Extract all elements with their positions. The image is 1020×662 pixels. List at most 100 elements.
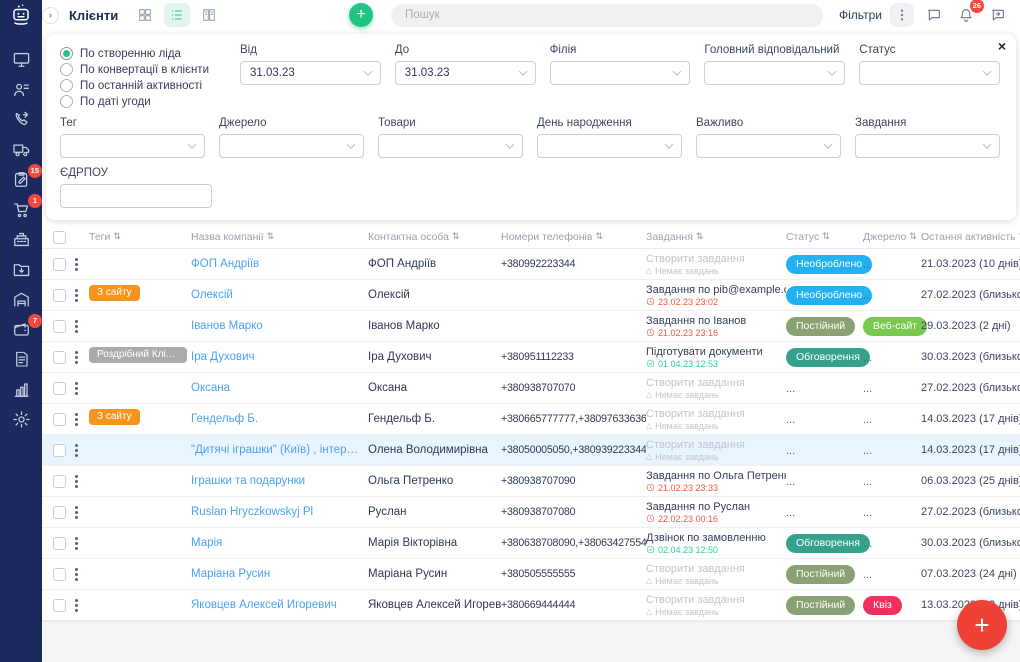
collapse-sidebar-button[interactable]: › bbox=[42, 6, 59, 24]
sidebar-item-documents[interactable] bbox=[8, 350, 34, 369]
company-link[interactable]: Олексій bbox=[191, 289, 233, 301]
row-checkbox[interactable] bbox=[53, 505, 66, 519]
sidebar-item-tasks-clipboard[interactable]: 15 bbox=[8, 164, 42, 189]
row-menu-button[interactable] bbox=[69, 319, 83, 333]
source-empty[interactable]: ... bbox=[863, 476, 873, 488]
row-menu-button[interactable] bbox=[69, 536, 83, 550]
sidebar-item-warehouse[interactable] bbox=[8, 290, 34, 309]
task-title[interactable]: Створити завдання bbox=[646, 593, 745, 606]
company-link[interactable]: Марія bbox=[191, 537, 223, 549]
company-link[interactable]: Іванов Марко bbox=[191, 320, 263, 332]
source-empty[interactable]: ... bbox=[863, 507, 873, 519]
row-menu-button[interactable] bbox=[69, 598, 83, 612]
topbar-chat-button[interactable] bbox=[922, 3, 946, 27]
sidebar-item-cash-register[interactable] bbox=[8, 230, 34, 249]
task-title[interactable]: Створити завдання bbox=[646, 252, 745, 265]
filter-select[interactable] bbox=[60, 134, 205, 158]
filters-toggle[interactable]: Фільтри bbox=[839, 8, 882, 22]
column-header-3[interactable]: Номери телефонів ⇅ bbox=[501, 231, 646, 243]
sidebar-item-wallet[interactable]: 7 bbox=[8, 314, 42, 339]
status-badge[interactable]: Постійний bbox=[786, 595, 856, 615]
sidebar-item-truck[interactable] bbox=[8, 140, 34, 159]
row-checkbox[interactable] bbox=[53, 598, 66, 612]
source-badge[interactable]: Квіз bbox=[863, 595, 902, 615]
source-empty[interactable]: ... bbox=[863, 445, 873, 457]
filter-select[interactable] bbox=[696, 134, 841, 158]
company-link[interactable]: Яковцев Алексей Игоревич bbox=[191, 599, 337, 611]
task-title[interactable]: Завдання по Ольга Петренко bbox=[646, 469, 786, 482]
status-badge[interactable]: Необроблено bbox=[786, 285, 873, 305]
task-title[interactable]: Завдання по pib@example.com bbox=[646, 283, 786, 296]
row-checkbox[interactable] bbox=[53, 567, 66, 581]
fab-add-button[interactable]: + bbox=[957, 600, 1007, 650]
source-empty[interactable]: ... bbox=[863, 352, 873, 364]
company-link[interactable]: Маріана Русин bbox=[191, 568, 271, 580]
filter-select[interactable] bbox=[378, 134, 523, 158]
filter-select[interactable] bbox=[537, 134, 682, 158]
view-toggle-list-view[interactable] bbox=[164, 3, 191, 27]
status-empty[interactable]: ... bbox=[786, 476, 796, 488]
source-empty[interactable]: ... bbox=[863, 259, 873, 271]
company-link[interactable]: Ruslan Hryczkowskyj Pl bbox=[191, 506, 314, 518]
row-menu-button[interactable] bbox=[69, 505, 83, 519]
topbar-bell-button[interactable]: 26 bbox=[954, 0, 984, 27]
company-link[interactable]: "Дитячі іграшки" (Київ) , інтернет ма... bbox=[191, 444, 368, 456]
sidebar-item-cart[interactable]: 1 bbox=[8, 194, 42, 219]
row-menu-button[interactable] bbox=[69, 350, 83, 364]
column-header-4[interactable]: Завдання ⇅ bbox=[646, 231, 786, 243]
company-link[interactable]: Гендельф Б. bbox=[191, 413, 259, 425]
row-checkbox[interactable] bbox=[53, 381, 66, 395]
company-link[interactable]: Іграшки та подарунки bbox=[191, 475, 306, 487]
column-header-5[interactable]: Статус ⇅ bbox=[786, 231, 863, 243]
source-empty[interactable]: ... bbox=[863, 538, 873, 550]
view-toggle-grid-view[interactable] bbox=[132, 3, 158, 27]
status-badge[interactable]: Необроблено bbox=[786, 254, 873, 274]
row-checkbox[interactable] bbox=[53, 443, 66, 457]
column-header-0[interactable]: Теги ⇅ bbox=[89, 231, 191, 243]
close-filters-button[interactable]: × bbox=[997, 38, 1006, 54]
sidebar-item-monitor[interactable] bbox=[8, 50, 34, 69]
row-checkbox[interactable] bbox=[53, 474, 66, 488]
filter-select[interactable]: 31.03.23 bbox=[394, 61, 536, 85]
status-empty[interactable]: ... bbox=[786, 414, 796, 426]
radio-option-1[interactable]: По конвертації в клієнти bbox=[60, 63, 226, 76]
search-input[interactable] bbox=[391, 3, 824, 27]
source-badge[interactable]: Веб-сайт bbox=[863, 316, 927, 336]
task-title[interactable]: Завдання по Руслан bbox=[646, 500, 751, 513]
source-empty[interactable]: ... bbox=[863, 383, 873, 395]
row-checkbox[interactable] bbox=[53, 412, 66, 426]
status-badge[interactable]: Обговорення bbox=[786, 347, 870, 367]
filter-select[interactable] bbox=[859, 61, 1000, 85]
filter-text-input[interactable] bbox=[60, 184, 212, 208]
task-title[interactable]: Підготувати документи bbox=[646, 345, 763, 358]
row-checkbox[interactable] bbox=[53, 350, 66, 364]
row-checkbox[interactable] bbox=[53, 536, 66, 550]
sidebar-item-folder-import[interactable] bbox=[8, 260, 34, 279]
task-title[interactable]: Створити завдання bbox=[646, 407, 745, 420]
company-link[interactable]: ФОП Андріїв bbox=[191, 258, 260, 270]
filter-select[interactable] bbox=[549, 61, 691, 85]
row-menu-button[interactable] bbox=[69, 381, 83, 395]
row-menu-button[interactable] bbox=[69, 412, 83, 426]
filter-select[interactable]: 31.03.23 bbox=[240, 61, 381, 85]
view-toggle-kanban-view[interactable] bbox=[196, 3, 222, 27]
row-menu-button[interactable] bbox=[69, 257, 83, 271]
sidebar-item-phone-outgoing[interactable] bbox=[8, 110, 34, 129]
sidebar-item-contacts[interactable] bbox=[8, 80, 34, 99]
task-title[interactable]: Створити завдання bbox=[646, 376, 745, 389]
radio-option-0[interactable]: По створенню ліда bbox=[60, 47, 226, 60]
row-checkbox[interactable] bbox=[53, 319, 66, 333]
add-client-button[interactable]: + bbox=[349, 3, 374, 27]
status-empty[interactable]: ... bbox=[786, 445, 796, 457]
select-all-checkbox[interactable] bbox=[53, 230, 66, 244]
filter-select[interactable] bbox=[704, 61, 846, 85]
topbar-kebab-menu-button[interactable] bbox=[890, 3, 914, 27]
filter-select[interactable] bbox=[219, 134, 364, 158]
sidebar-item-analytics[interactable] bbox=[8, 380, 34, 399]
filter-select[interactable] bbox=[855, 134, 1000, 158]
task-title[interactable]: Завдання по Іванов bbox=[646, 314, 747, 327]
row-menu-button[interactable] bbox=[69, 474, 83, 488]
task-title[interactable]: Створити завдання bbox=[646, 562, 745, 575]
row-menu-button[interactable] bbox=[69, 288, 83, 302]
source-empty[interactable]: ... bbox=[863, 290, 873, 302]
